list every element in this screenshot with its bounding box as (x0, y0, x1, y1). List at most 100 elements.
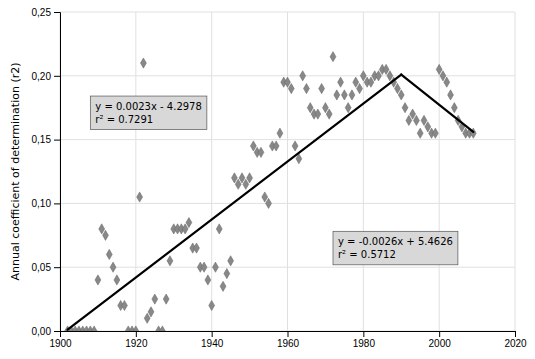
point (345, 103, 351, 113)
annotation-text: y = -0.0026x + 5.4626 r² = 0.5712 (338, 236, 453, 260)
point (398, 90, 404, 100)
point (387, 71, 393, 81)
point (103, 230, 109, 240)
point (357, 83, 363, 93)
point (182, 224, 188, 234)
annotation: y = 0.0023x - 4.2978 r² = 0.7291 (90, 96, 207, 130)
chart-container: 1900 1920 1940 1960 1980 2000 2020 0,00 0,05 0,10… (0, 0, 535, 359)
point (209, 300, 215, 310)
x-tick-mark (288, 331, 289, 337)
point (341, 90, 347, 100)
annotations: y = 0.0023x - 4.2978 r² = 0.7291 y = -0.00… (90, 96, 458, 265)
point (413, 115, 419, 125)
x-tick-mark (363, 331, 364, 337)
point (448, 90, 454, 100)
y-tick-mark (54, 76, 60, 77)
y-tick-label: 0,00 (32, 326, 52, 337)
point (262, 192, 268, 202)
point (360, 71, 366, 81)
y-tick: 0,15 (32, 134, 60, 145)
grid-line-x (363, 12, 364, 331)
x-tick-label: 2020 (504, 338, 527, 349)
scatter-series (65, 52, 477, 331)
point (167, 256, 173, 266)
x-tick: 1940 (201, 331, 224, 349)
x-tick: 1980 (353, 331, 376, 349)
trend-line (68, 75, 402, 330)
y-tick-label: 0,05 (32, 262, 52, 273)
point (402, 103, 408, 113)
x-tick-label: 1940 (201, 338, 224, 349)
point (425, 122, 431, 132)
point (383, 64, 389, 74)
point (122, 300, 128, 310)
x-tick: 1900 (49, 331, 72, 349)
x-tick-mark (439, 331, 440, 337)
point (349, 90, 355, 100)
y-tick: 0,20 (32, 71, 60, 82)
point (338, 77, 344, 87)
y-tick: 0,00 (32, 326, 60, 337)
annotation-line: y = 0.0023x - 4.2978 (95, 101, 202, 112)
point (194, 243, 200, 253)
point (292, 141, 298, 151)
y-tick: 0,10 (32, 198, 60, 209)
point (235, 179, 241, 189)
annotation-text: y = 0.0023x - 4.2978 r² = 0.7291 (95, 101, 202, 125)
x-axis: 1900 1920 1940 1960 1980 2000 2020 (49, 331, 527, 349)
y-tick-mark (54, 140, 60, 141)
point (410, 109, 416, 119)
annotation-line: y = -0.0026x + 5.4626 (338, 236, 453, 247)
chart: 1900 1920 1940 1960 1980 2000 2020 0,00 0,05 0,10… (0, 0, 535, 359)
point (137, 192, 143, 202)
y-tick-mark (54, 331, 60, 332)
y-tick-mark (54, 203, 60, 204)
point (432, 128, 438, 138)
point (250, 141, 256, 151)
y-tick-label: 0,20 (32, 71, 52, 82)
point (231, 173, 237, 183)
annotation: y = -0.0026x + 5.4626 r² = 0.5712 (333, 231, 458, 265)
point (330, 52, 336, 62)
x-tick-label: 1980 (353, 338, 376, 349)
point (110, 262, 116, 272)
point (99, 224, 105, 234)
y-tick-mark (54, 12, 60, 13)
grid-line-y (60, 139, 515, 140)
point (368, 77, 374, 87)
y-axis-line (54, 13, 61, 332)
point (152, 294, 158, 304)
point (216, 224, 222, 234)
point (277, 128, 283, 138)
point (163, 294, 169, 304)
x-tick-mark (136, 331, 137, 337)
point (288, 83, 294, 93)
y-tick: 0,05 (32, 262, 60, 273)
grid-line-x (515, 12, 516, 331)
point (114, 275, 120, 285)
y-tick-mark (54, 267, 60, 268)
point (148, 307, 154, 317)
x-tick-label: 2000 (429, 338, 452, 349)
x-tick-label: 1960 (277, 338, 300, 349)
point (315, 109, 321, 119)
point (273, 141, 279, 151)
y-tick-label: 0,15 (32, 134, 52, 145)
point (395, 83, 401, 93)
point (205, 275, 211, 285)
point (220, 281, 226, 291)
point (444, 77, 450, 87)
point (304, 83, 310, 93)
point (440, 71, 446, 81)
point (140, 58, 146, 68)
point (144, 313, 150, 323)
grid-line-y (60, 203, 515, 204)
point (201, 262, 207, 272)
x-tick: 2000 (429, 331, 452, 349)
annotation-line: r² = 0.5712 (338, 249, 396, 260)
x-tick-mark (212, 331, 213, 337)
marks (65, 52, 477, 331)
grid-line-x (211, 12, 212, 331)
annotation-line: r² = 0.7291 (95, 114, 153, 125)
x-tick: 1920 (125, 331, 148, 349)
